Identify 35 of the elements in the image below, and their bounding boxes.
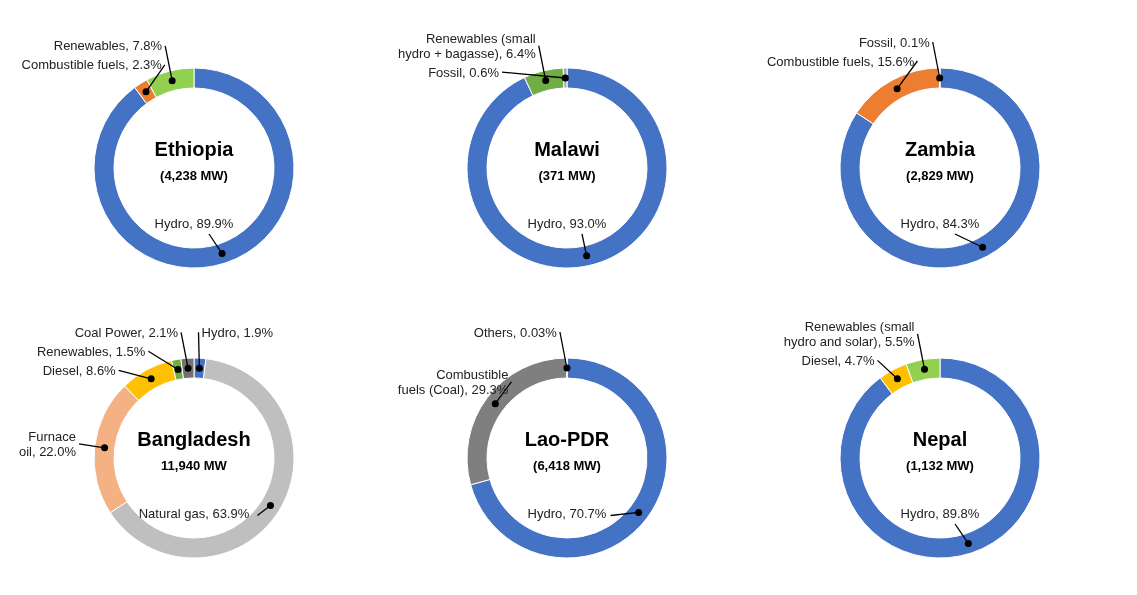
slice-label: Hydro, 93.0% [527,216,607,231]
text: Ethiopia [154,138,235,160]
slice-label: Hydro, 1.9% [201,324,274,340]
slice-label: Hydro, 84.3% [900,216,980,231]
slice-label: Coal Power, 2.1% [74,324,179,340]
slice-label: Fossil, 0.1% [858,34,931,50]
text: Lao-PDR [524,428,610,450]
slice-label: Renewables (small hydro + bagasse), 6.4% [398,30,537,61]
text: Malawi [534,138,600,160]
text: Bangladesh [137,428,251,450]
slice-label: Combustible fuels, 15.6% [766,53,915,69]
text: (2,829 MW) [906,168,974,183]
text: Nepal [912,428,968,450]
text: (1,132 MW) [906,458,974,473]
slice-label: Fossil, 0.6% [428,64,500,80]
donut-slice [466,67,668,269]
slice-label: Combustible fuels, 2.3% [21,57,163,73]
slice-label: Renewables, 1.5% [36,343,146,359]
text: (6,418 MW) [533,458,601,473]
slice-label: Diesel, 8.6% [42,362,117,378]
text: (4,238 MW) [160,168,228,183]
slice-label: Renewables (small hydro and solar), 5.5% [783,318,915,349]
text: Zambia [904,138,976,160]
slice-label: Hydro, 89.8% [900,506,980,521]
donut-slice [839,67,1041,269]
text: (371 MW) [538,168,596,183]
slice-label: Renewables, 7.8% [53,38,163,54]
slice-label: Hydro, 70.7% [527,506,607,521]
donut-slice [839,357,1041,559]
slice-label: Diesel, 4.7% [801,352,875,368]
text: 11,940 MW [161,458,228,473]
slice-label: Natural gas, 63.9% [138,506,250,521]
slice-label: Hydro, 89.9% [154,216,234,231]
slice-label: Furnace oil, 22.0% [18,428,77,459]
slice-label: Others, 0.03% [473,324,558,340]
